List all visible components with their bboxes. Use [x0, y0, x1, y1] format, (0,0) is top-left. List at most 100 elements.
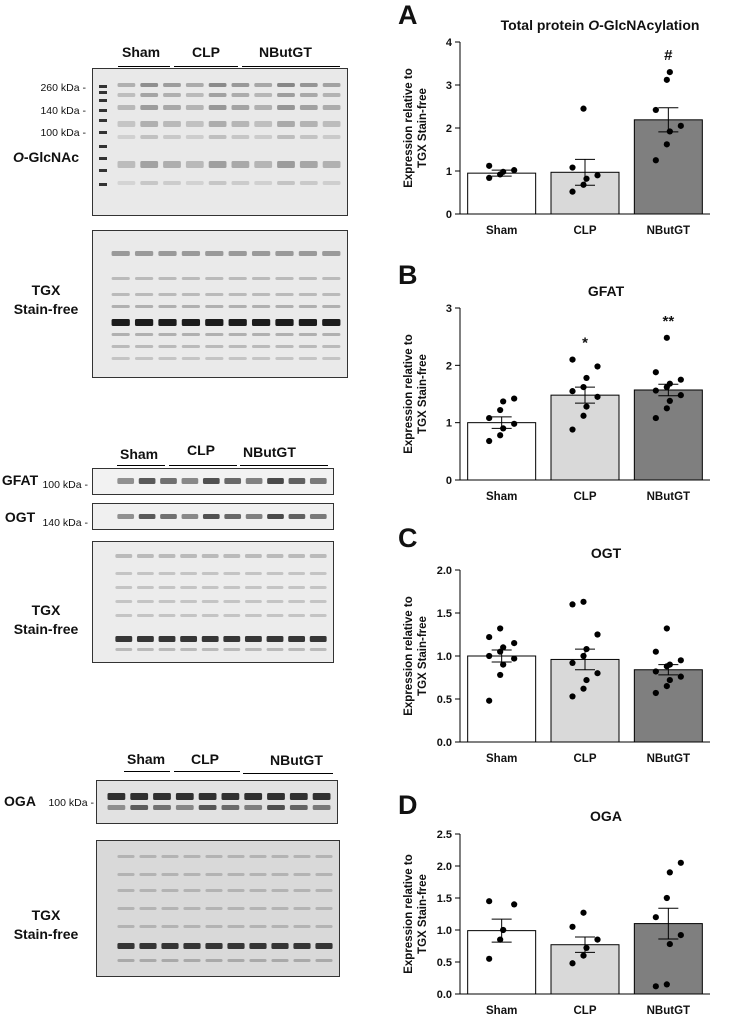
- blot3-group-line-nbutgt: [243, 773, 333, 774]
- chart-d-ytick-label: 1.5: [437, 893, 452, 905]
- chart-c-point: [652, 648, 659, 655]
- chart-b-ytick-label: 0: [446, 475, 452, 487]
- chart-c-point: [652, 689, 659, 697]
- panel-letter-a: A: [398, 0, 418, 30]
- blot-band: [298, 319, 318, 326]
- blot3-oga-image: [96, 780, 338, 824]
- blot3-oga-label: OGA: [4, 793, 36, 809]
- blot-band: [158, 293, 177, 296]
- blot-band: [221, 793, 240, 800]
- blot-band: [322, 305, 341, 308]
- blot-band: [134, 357, 154, 360]
- blot-band: [117, 925, 135, 928]
- blot-band: [277, 105, 295, 110]
- blot-band: [266, 600, 284, 603]
- chart-d-ytick-label: 2.0: [437, 861, 452, 873]
- blot-band: [244, 586, 262, 589]
- blot-band: [288, 636, 306, 642]
- blot-band: [266, 636, 284, 642]
- chart-a-point: [500, 168, 507, 175]
- chart-c-point: [497, 648, 504, 655]
- blot-band: [183, 959, 201, 962]
- chart-d-point: [677, 859, 684, 866]
- blot-band: [158, 251, 177, 256]
- chart-b-ytick-label: 3: [446, 303, 452, 315]
- blot-band: [254, 93, 273, 97]
- blot-band: [140, 121, 159, 127]
- panel-letter-b: B: [398, 260, 418, 290]
- chart-c-point: [652, 668, 659, 675]
- chart-c-ytick-label: 0.0: [437, 737, 452, 749]
- blot-band: [140, 93, 159, 97]
- blot-band: [277, 135, 295, 139]
- blot-band: [254, 105, 273, 110]
- chart-b-point: [580, 384, 587, 391]
- chart-b-annotation: **: [662, 313, 674, 330]
- blot-band: [111, 357, 130, 360]
- blot3-stain-image: [96, 840, 340, 977]
- chart-c-bar: [467, 655, 537, 743]
- chart-c-point: [677, 673, 684, 680]
- chart-c-bar: [550, 658, 620, 743]
- chart-c-point: [663, 683, 670, 690]
- blot-band: [163, 135, 181, 139]
- chart-b-point: [497, 432, 504, 439]
- blot-band: [208, 121, 227, 127]
- blot-band: [107, 793, 126, 800]
- blot-band: [183, 943, 201, 949]
- blot-band: [322, 251, 341, 256]
- blot-band: [322, 181, 341, 185]
- blot2-gfat-image: [92, 468, 334, 495]
- blot-band: [227, 925, 245, 928]
- chart-d-point: [666, 869, 673, 876]
- chart-d-ytick-label: 1.0: [437, 925, 452, 937]
- blot-band: [249, 889, 267, 892]
- blot-band: [221, 805, 240, 810]
- chart-a-xtick-label: CLP: [574, 225, 597, 237]
- blot-band: [309, 648, 327, 651]
- blot-band: [315, 943, 333, 949]
- blot-band: [245, 514, 263, 519]
- blot-band: [299, 105, 318, 110]
- blot-band: [136, 636, 154, 642]
- blot-band: [249, 907, 267, 910]
- chart-a-bar: [467, 172, 537, 215]
- chart-b-point: [486, 414, 493, 422]
- blot1-group-line-sham: [118, 66, 170, 67]
- blot-band: [244, 805, 263, 810]
- blot-band: [322, 357, 341, 360]
- chart-a-annotation: #: [664, 47, 673, 64]
- blot-band: [117, 873, 135, 876]
- blot-band: [298, 293, 318, 296]
- blot-band: [309, 586, 327, 589]
- chart-a-ylabel-line1: Expression relative to: [403, 68, 415, 188]
- blot-band: [244, 600, 262, 603]
- blot-band: [266, 586, 284, 589]
- chart-c-point: [569, 601, 576, 608]
- blot-band: [117, 943, 135, 949]
- chart-b-point: [663, 405, 670, 412]
- chart-d-point: [666, 940, 673, 948]
- chart-d-ytick-label: 0.0: [437, 989, 452, 1001]
- blot3-stain-line2: Stain-free: [13, 926, 79, 942]
- blot-band: [158, 357, 177, 360]
- blot-band: [117, 907, 135, 910]
- blot-band: [160, 478, 177, 484]
- blot1-stain-line2: Stain-free: [13, 301, 79, 317]
- chart-c-ylabel: Expression relative to TGX Stain-free: [403, 596, 429, 716]
- blot-band: [181, 478, 199, 484]
- blot-band: [298, 333, 318, 336]
- blot2-stain-label: TGX Stain-free: [2, 601, 90, 639]
- blot-band: [249, 925, 267, 928]
- chart-c-point: [580, 652, 587, 660]
- blot-band: [181, 319, 201, 326]
- chart-d-point: [486, 955, 493, 962]
- chart-a-ytick-label: 0: [446, 209, 452, 221]
- blot-band: [117, 105, 136, 110]
- chart-c-point: [486, 697, 493, 704]
- blot-band: [111, 305, 130, 308]
- blot-band: [205, 855, 223, 858]
- blot-band: [115, 586, 133, 589]
- blot1-marker-260: 260 kDa -: [40, 82, 86, 94]
- blot-band: [322, 93, 341, 97]
